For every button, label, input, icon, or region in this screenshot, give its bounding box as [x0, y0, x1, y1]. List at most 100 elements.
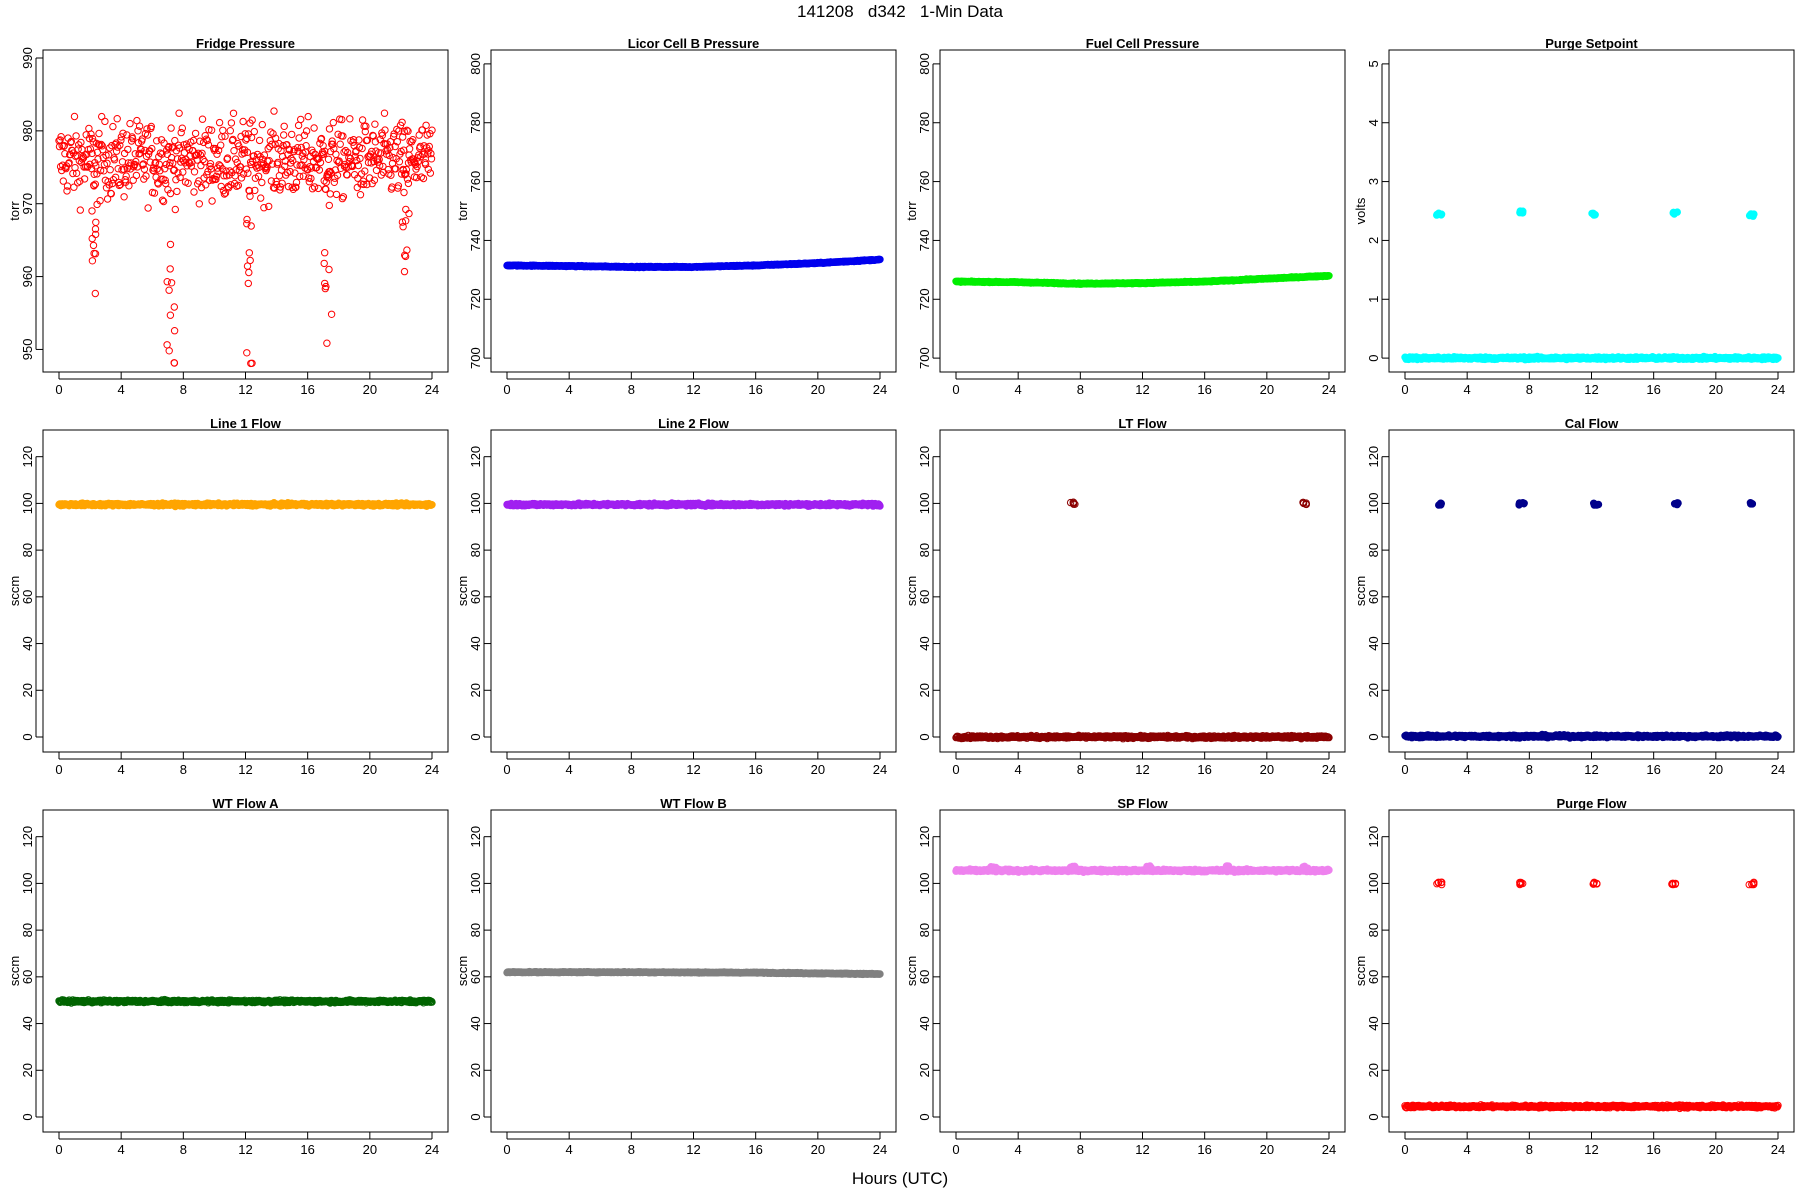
data-point — [118, 158, 127, 166]
y-tick-label: 3 — [1366, 178, 1381, 185]
data-point — [202, 181, 210, 189]
data-point — [173, 187, 181, 196]
x-tick-label: 16 — [748, 762, 762, 777]
data-point — [190, 188, 198, 196]
x-tick-label: 24 — [1322, 762, 1336, 777]
chart-title: Fridge Pressure — [196, 36, 295, 51]
data-point — [179, 168, 187, 176]
data-point — [400, 267, 409, 276]
data-point — [172, 176, 180, 184]
x-tick-label: 8 — [180, 762, 187, 777]
data-point — [194, 149, 203, 158]
data-point — [166, 265, 174, 273]
data-point — [175, 109, 183, 117]
data-point — [258, 120, 266, 129]
data-point — [281, 162, 289, 171]
data-point — [70, 112, 79, 121]
data-point — [84, 162, 92, 171]
y-tick-label: 700 — [468, 347, 483, 369]
data-point — [270, 107, 278, 115]
data-point — [221, 189, 230, 197]
x-tick-label: 16 — [300, 382, 314, 397]
x-tick-label: 20 — [1260, 762, 1274, 777]
data-point — [86, 145, 95, 153]
y-tick-label: 760 — [917, 171, 932, 193]
x-tick-label: 8 — [180, 382, 187, 397]
x-tick-label: 16 — [1197, 382, 1211, 397]
data-point — [280, 131, 288, 139]
data-point — [285, 146, 294, 154]
data-point — [63, 182, 72, 190]
y-tick-label: 80 — [917, 543, 932, 557]
data-point — [876, 502, 884, 510]
x-tick-label: 16 — [1197, 762, 1211, 777]
data-point — [184, 179, 192, 187]
data-point — [286, 159, 295, 167]
y-tick-label: 40 — [468, 636, 483, 650]
x-tick-label: 4 — [566, 382, 573, 397]
data-point — [107, 190, 116, 198]
data-point — [88, 134, 97, 143]
data-point — [138, 135, 146, 143]
data-point — [234, 181, 243, 190]
data-point — [201, 132, 209, 140]
data-point — [92, 218, 100, 227]
data-point — [250, 127, 259, 136]
x-tick-label: 24 — [1322, 382, 1336, 397]
data-point — [243, 349, 251, 357]
y-tick-label: 780 — [917, 112, 932, 134]
data-point — [148, 144, 156, 153]
data-point — [92, 162, 100, 170]
data-point — [297, 115, 305, 124]
y-tick-label: 100 — [20, 493, 35, 515]
data-point — [205, 126, 213, 134]
data-point — [88, 257, 97, 265]
data-point — [159, 197, 168, 206]
x-tick-label: 4 — [118, 382, 125, 397]
data-point — [1435, 209, 1443, 217]
x-tick-label: 12 — [238, 382, 252, 397]
y-tick-label: 2 — [1366, 237, 1381, 244]
data-point — [320, 259, 328, 268]
data-point — [310, 124, 318, 132]
data-point — [243, 134, 251, 143]
x-tick-label: 4 — [118, 762, 125, 777]
data-point — [371, 120, 379, 128]
data-point — [106, 144, 114, 152]
data-point — [166, 189, 175, 198]
data-point — [153, 137, 161, 145]
y-tick-label: 60 — [468, 590, 483, 604]
data-point — [268, 140, 276, 149]
data-point — [119, 165, 128, 173]
data-point — [203, 136, 212, 145]
data-point — [197, 161, 205, 170]
data-point — [248, 116, 256, 124]
data-point — [325, 265, 333, 274]
data-point — [288, 130, 296, 139]
data-point — [329, 118, 337, 127]
y-axis-label: volts — [1353, 197, 1368, 224]
chart-title: Line 2 Flow — [658, 416, 730, 431]
data-point — [156, 149, 165, 157]
x-tick-label: 24 — [873, 762, 887, 777]
data-point — [324, 155, 333, 164]
data-point — [126, 119, 134, 128]
y-tick-label: 4 — [1366, 119, 1381, 126]
y-tick-label: 5 — [1366, 60, 1381, 67]
data-point — [125, 182, 133, 190]
data-points — [503, 255, 884, 272]
data-point — [275, 139, 283, 148]
data-point — [99, 146, 107, 154]
x-tick-label: 12 — [686, 762, 700, 777]
data-point — [74, 179, 82, 187]
data-point — [115, 178, 123, 187]
data-point — [89, 241, 98, 250]
data-point — [170, 327, 179, 335]
y-tick-label: 60 — [917, 590, 932, 604]
data-points — [503, 499, 884, 510]
x-tick-label: 20 — [363, 762, 377, 777]
data-point — [1749, 212, 1757, 220]
data-point — [424, 165, 432, 174]
y-tick-label: 980 — [20, 120, 35, 142]
